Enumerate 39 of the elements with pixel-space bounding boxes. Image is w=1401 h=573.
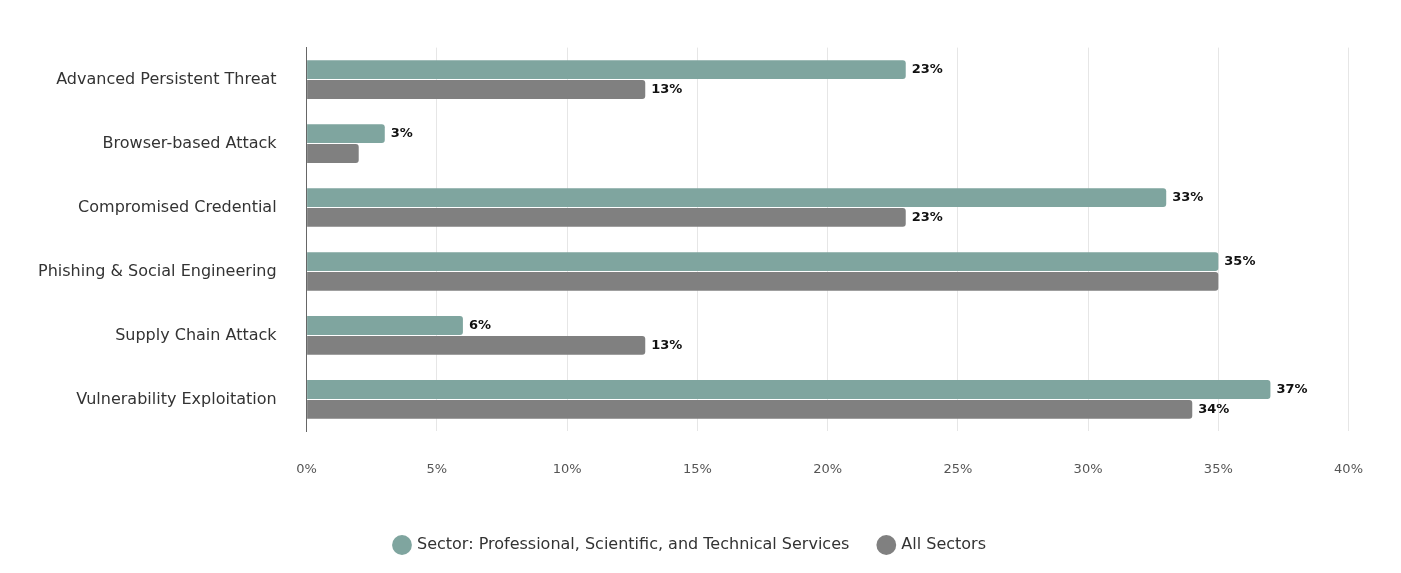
legend-label: Sector: Professional, Scientific, and Technical Services [416, 534, 850, 554]
data-label: 37% [1276, 380, 1308, 396]
data-label: 13% [651, 80, 683, 96]
x-tick-label: 25% [943, 460, 973, 476]
bar [307, 60, 906, 80]
x-tick-label: 30% [1073, 460, 1103, 476]
bar [307, 188, 1167, 208]
bar [307, 252, 1219, 271]
y-tick-label: Vulnerability Exploitation [76, 388, 277, 408]
bar [307, 124, 385, 144]
bar [307, 399, 1193, 419]
data-label: 35% [1224, 252, 1256, 268]
y-tick-label: Advanced Persistent Threat [56, 68, 277, 88]
y-tick-label: Compromised Credential [78, 196, 277, 216]
bar [307, 380, 1271, 399]
x-tick-label: 0% [296, 460, 317, 476]
data-label: 3% [390, 125, 413, 141]
bar [307, 316, 463, 335]
x-tick-label: 5% [426, 460, 448, 476]
x-tick-label: 40% [1334, 460, 1364, 476]
y-tick-label: Supply Chain Attack [115, 324, 278, 344]
data-label: 23% [911, 61, 943, 77]
bar [307, 208, 906, 227]
data-label: 34% [1198, 400, 1230, 416]
x-tick-label: 10% [552, 460, 582, 476]
bar [307, 335, 646, 355]
legend-label: All Sectors [901, 534, 987, 554]
bar [307, 271, 1219, 291]
x-tick-label: 35% [1203, 460, 1233, 476]
data-label: 33% [1172, 188, 1204, 204]
x-tick-label: 20% [813, 460, 843, 476]
bar [307, 144, 359, 163]
data-label: 13% [651, 336, 683, 352]
data-label: 23% [911, 208, 943, 224]
bar [307, 80, 646, 99]
y-tick-label: Browser-based Attack [102, 132, 278, 152]
data-label: 6% [468, 316, 491, 332]
x-tick-label: 15% [682, 460, 712, 476]
y-tick-label: Phishing & Social Engineering [38, 260, 277, 280]
